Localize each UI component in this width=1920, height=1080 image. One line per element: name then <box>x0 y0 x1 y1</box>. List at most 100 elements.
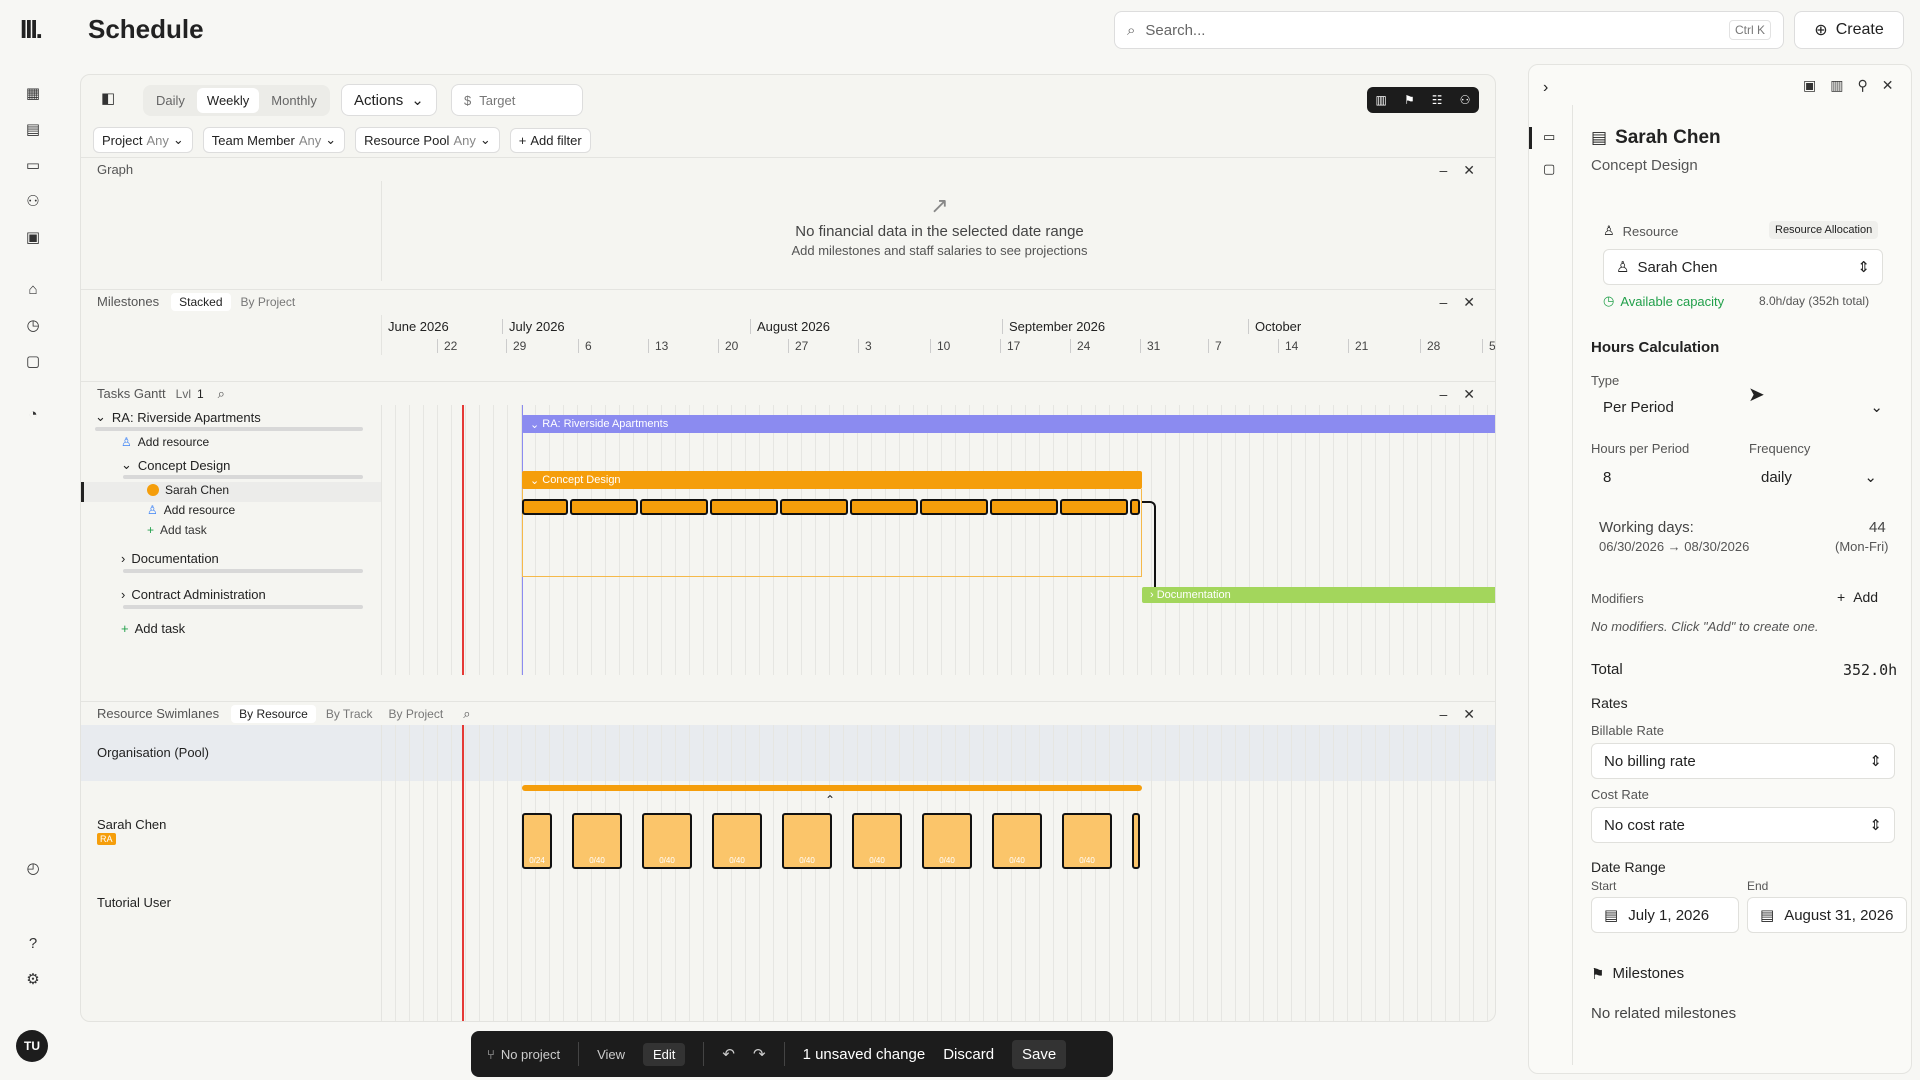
swimlane-week-block[interactable] <box>1132 813 1140 869</box>
documentation-bar[interactable]: › Documentation <box>1142 587 1495 603</box>
resource-week-block[interactable] <box>570 499 638 515</box>
swimlane-week-block[interactable]: 0/40 <box>642 813 692 869</box>
people-toggle-icon[interactable]: ⚇ <box>1459 93 1471 107</box>
flag-toggle-icon[interactable]: ⚑ <box>1403 93 1415 107</box>
swimlane-week-block[interactable]: 0/40 <box>922 813 972 869</box>
resource-select[interactable]: ♙ Sarah Chen ⇕ <box>1603 249 1883 285</box>
comments-tab-icon[interactable]: ▢ <box>1543 161 1556 176</box>
mode-by-resource[interactable]: By Resource <box>231 704 316 723</box>
mode-by-project[interactable]: By Project <box>388 706 444 721</box>
undo-icon[interactable]: ↶ <box>722 1046 735 1063</box>
calendar-icon[interactable]: ▤ <box>25 121 41 138</box>
swimlane-week-block[interactable]: 0/24 <box>522 813 552 869</box>
swimlane-label[interactable]: Organisation (Pool) <box>97 745 209 760</box>
search-icon[interactable]: ⌕ <box>217 385 225 401</box>
mode-stacked[interactable]: Stacked <box>171 292 231 311</box>
hours-per-period-input[interactable]: 8 <box>1603 468 1612 486</box>
filter-project[interactable]: Project Any ⌄ <box>93 127 193 153</box>
view-daily[interactable]: Daily <box>156 93 185 108</box>
users-icon[interactable]: ⚇ <box>26 193 40 210</box>
swimlane-week-block[interactable]: 0/40 <box>782 813 832 869</box>
chevron-up-icon[interactable]: ⌃ <box>825 793 836 807</box>
swimlane-label[interactable]: Sarah Chen <box>97 817 167 832</box>
sidebar-toggle-icon[interactable]: ◧ <box>101 90 116 107</box>
frequency-select[interactable]: daily ⌄ <box>1749 461 1889 493</box>
gantt-toggle-icon[interactable]: ☷ <box>1431 93 1443 107</box>
end-date-picker[interactable]: ▤ August 31, 2026 <box>1747 897 1907 933</box>
resource-week-block[interactable] <box>990 499 1058 515</box>
save-icon[interactable]: ▣ <box>1803 77 1817 93</box>
resource-week-block[interactable] <box>780 499 848 515</box>
resource-week-block[interactable] <box>850 499 918 515</box>
wallet-icon[interactable]: ▢ <box>25 353 41 370</box>
billable-rate-select[interactable]: No billing rate ⇕ <box>1591 743 1895 779</box>
add-filter-button[interactable]: + Add filter <box>509 127 591 153</box>
bank-icon[interactable]: ⌂ <box>28 280 38 298</box>
minimize-icon[interactable]: – <box>1439 162 1448 178</box>
tree-add-resource[interactable]: ♙ Add resource <box>121 435 421 449</box>
level-stepper[interactable]: 1 <box>196 386 204 401</box>
user-avatar[interactable]: TU <box>16 1030 48 1062</box>
resource-week-block[interactable] <box>640 499 708 515</box>
tree-sarah-chen[interactable]: Sarah Chen <box>147 483 447 497</box>
target-input[interactable]: $ Target <box>451 84 583 116</box>
view-weekly[interactable]: Weekly <box>196 88 260 113</box>
actions-dropdown[interactable]: Actions ⌄ <box>341 84 437 116</box>
global-search[interactable]: ⌕ Search... Ctrl K <box>1114 11 1784 49</box>
start-date-picker[interactable]: ▤ July 1, 2026 <box>1591 897 1739 933</box>
create-button[interactable]: ⊕ Create <box>1794 11 1904 49</box>
resource-week-block[interactable] <box>1060 499 1128 515</box>
search-icon[interactable]: ⌕ <box>463 705 471 721</box>
close-icon[interactable]: ✕ <box>1881 77 1894 93</box>
project-bar[interactable]: ⌄ RA: Riverside Apartments <box>522 415 1495 433</box>
minimize-icon[interactable]: – <box>1439 386 1448 402</box>
trash-icon[interactable]: ▥ <box>1830 77 1844 93</box>
close-icon[interactable]: ✕ <box>1463 162 1475 178</box>
filter-team-member[interactable]: Team Member Any ⌄ <box>202 127 346 153</box>
tree-concept-design[interactable]: ⌄ Concept Design <box>121 457 421 473</box>
settings-gear-icon[interactable]: ⚙ <box>26 971 40 988</box>
close-icon[interactable]: ✕ <box>1463 294 1475 310</box>
app-logo[interactable]: III. <box>20 14 43 44</box>
folder-icon[interactable]: ▭ <box>25 157 41 174</box>
search-input[interactable]: Search... <box>1145 21 1206 39</box>
graph-toggle-icon[interactable]: ▥ <box>1375 93 1387 107</box>
redo-icon[interactable]: ↷ <box>753 1046 766 1063</box>
tree-add-resource[interactable]: ♙ Add resource <box>147 503 447 517</box>
allocation-bar[interactable] <box>522 785 1142 791</box>
save-button[interactable]: Save <box>1012 1039 1067 1069</box>
cost-rate-select[interactable]: No cost rate ⇕ <box>1591 807 1895 843</box>
contacts-icon[interactable]: ▣ <box>25 229 41 246</box>
collapse-panel-icon[interactable]: › <box>1543 79 1549 96</box>
swimlane-week-block[interactable]: 0/40 <box>852 813 902 869</box>
swimlane-week-block[interactable]: 0/40 <box>992 813 1042 869</box>
edit-mode-button[interactable]: Edit <box>643 1042 686 1066</box>
pin-icon[interactable]: ⚲ <box>1857 77 1868 93</box>
mode-by-project[interactable]: By Project <box>240 294 296 309</box>
details-tab-icon[interactable]: ▭ <box>1543 129 1556 144</box>
add-modifier-button[interactable]: + Add <box>1837 589 1878 605</box>
swimlane-label[interactable]: Tutorial User <box>97 895 171 910</box>
filter-resource-pool[interactable]: Resource Pool Any ⌄ <box>355 127 500 153</box>
resource-week-block[interactable] <box>710 499 778 515</box>
swimlane-week-block[interactable]: 0/40 <box>712 813 762 869</box>
close-icon[interactable]: ✕ <box>1463 706 1475 722</box>
close-icon[interactable]: ✕ <box>1463 386 1475 402</box>
tree-add-task[interactable]: + Add task <box>121 621 421 636</box>
concept-design-bar[interactable]: ⌄ Concept Design <box>522 471 1142 489</box>
project-selector[interactable]: No project <box>500 1046 561 1062</box>
view-monthly[interactable]: Monthly <box>271 93 317 108</box>
tree-add-task[interactable]: + Add task <box>147 523 447 537</box>
dashboard-icon[interactable]: ▦ <box>25 85 41 102</box>
resource-week-block[interactable] <box>920 499 988 515</box>
swimlane-week-block[interactable]: 0/40 <box>572 813 622 869</box>
minimize-icon[interactable]: – <box>1439 294 1448 310</box>
help-icon[interactable]: ? <box>28 934 38 952</box>
tree-contract-admin[interactable]: › Contract Administration <box>121 587 421 602</box>
type-select[interactable]: Per Period ⌄ <box>1591 391 1895 423</box>
pie-chart-icon[interactable]: ◔ <box>28 405 38 423</box>
tree-documentation[interactable]: › Documentation <box>121 551 421 566</box>
swimlane-week-block[interactable]: 0/40 <box>1062 813 1112 869</box>
view-mode-button[interactable]: View <box>597 1046 626 1062</box>
tree-project[interactable]: ⌄ RA: Riverside Apartments <box>95 409 395 425</box>
